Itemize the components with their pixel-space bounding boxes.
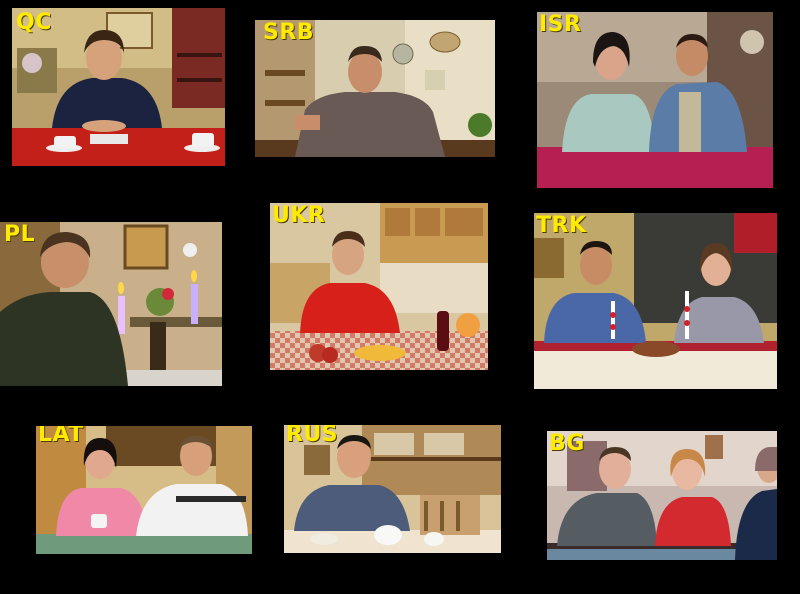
scene-ukr	[270, 203, 488, 370]
tile-rus: RUS	[284, 425, 501, 553]
tile-isr: ISR	[537, 12, 773, 188]
scene-trk	[534, 213, 777, 389]
scene-bg	[547, 431, 777, 560]
tile-pl: PL	[0, 222, 222, 386]
tile-label-rus: RUS	[286, 425, 339, 447]
scene-srb	[255, 20, 495, 157]
tile-srb: SRB	[255, 20, 495, 157]
tile-label-isr: ISR	[539, 12, 582, 37]
tile-ukr: UKR	[270, 203, 488, 370]
tile-label-bg: BG	[549, 431, 585, 456]
tile-trk: TRK	[534, 213, 777, 389]
scene-isr	[537, 12, 773, 188]
scene-lat	[36, 426, 252, 554]
tile-label-ukr: UKR	[272, 203, 326, 228]
scene-qc	[12, 8, 225, 166]
tile-label-trk: TRK	[536, 213, 587, 238]
tile-label-pl: PL	[4, 222, 36, 247]
tile-bg: BG	[547, 431, 777, 560]
tile-label-lat: LAT	[38, 426, 84, 447]
scene-rus	[284, 425, 501, 553]
tile-lat: LAT	[36, 426, 252, 554]
tile-qc: QC	[12, 8, 225, 166]
tile-label-srb: SRB	[263, 20, 315, 45]
tile-label-qc: QC	[16, 10, 52, 35]
scene-pl	[0, 222, 222, 386]
